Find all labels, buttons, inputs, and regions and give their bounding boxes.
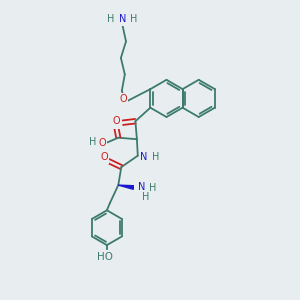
Text: O: O: [120, 94, 128, 104]
Text: N: N: [138, 182, 145, 193]
Text: H: H: [107, 14, 115, 25]
Text: H: H: [89, 137, 97, 147]
Text: O: O: [100, 152, 108, 163]
Text: H: H: [149, 183, 157, 193]
Text: O: O: [98, 138, 106, 148]
Text: O: O: [112, 116, 120, 126]
Text: N: N: [140, 152, 148, 162]
Polygon shape: [118, 185, 133, 189]
Text: HO: HO: [98, 251, 113, 262]
Text: O: O: [120, 94, 128, 104]
Text: O: O: [114, 118, 121, 128]
Text: N: N: [119, 14, 126, 25]
Text: H: H: [130, 14, 137, 25]
Text: H: H: [142, 191, 149, 202]
Text: H: H: [152, 152, 159, 162]
